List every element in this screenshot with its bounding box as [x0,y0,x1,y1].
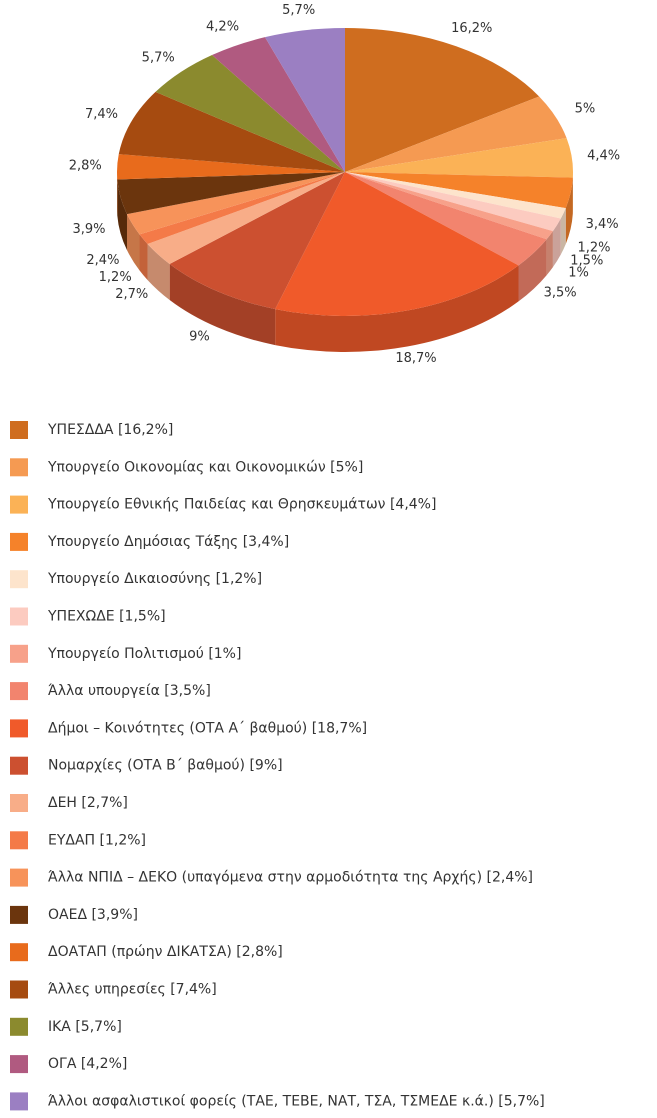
value-label: 18,7% [395,351,436,366]
value-label: 2,8% [69,159,102,174]
slice-side [565,177,573,245]
slice [147,172,345,265]
legend-label: ΟΓΑ [4,2%] [48,1056,127,1072]
slice-side [126,214,140,271]
legend-label: Άλλες υπηρεσίες [7,4%] [48,982,217,998]
legend-swatch [10,980,28,999]
slice-side [552,218,561,268]
slice [117,172,346,215]
value-label: 3,9% [73,222,106,237]
value-label: 2,7% [115,287,148,302]
legend-label: ΥΠΕΧΩΔΕ [1,5%] [47,609,166,625]
legend-swatch [10,458,28,477]
slice-side [169,264,276,346]
legend-label: Άλλοι ασφαλιστικοί φορείς (ΤΑΕ, ΤΕΒΕ, ΝΑ… [48,1093,545,1109]
slice [265,28,345,172]
slice [345,28,540,172]
legend-swatch [10,905,28,924]
legend-label: ΙΚΑ [5,7%] [48,1019,122,1035]
value-label: 16,2% [451,21,492,36]
slice [169,172,345,310]
legend-label: Υπουργείο Εθνικής Παιδείας και Θρησκευμά… [47,497,436,513]
value-label: 1,5% [570,254,603,269]
legend-swatch [10,607,28,626]
slice [212,37,345,172]
slice-side [275,265,519,353]
value-label: 7,4% [85,107,118,122]
legend-label: Νομαρχίες (ΟΤΑ Β΄ βαθμού) [9%] [48,758,283,774]
value-label: 4,4% [587,148,620,163]
legend-label: Άλλα ΝΠΙΔ – ΔΕΚΟ (υπαγόμενα στην αρμοδιό… [48,870,533,886]
slice [345,172,561,232]
value-label: 5,7% [142,50,175,65]
slice-side [147,244,170,301]
slice [117,154,346,180]
slice-side [518,239,547,302]
legend-label: Υπουργείο Πολιτισμού [1%] [47,646,241,662]
slice [345,172,547,266]
slice [139,172,345,244]
value-label: 1% [568,265,589,280]
legend-label: ΔΕΗ [2,7%] [48,795,128,811]
legend-swatch [10,570,28,589]
slice-side [546,231,553,276]
slice [345,172,566,219]
legend-swatch [10,1092,28,1111]
legend-swatch [10,1017,28,1036]
legend-label: ΥΠΕΣΔΔΑ [16,2%] [47,422,173,438]
slice-side [560,208,566,255]
legend-swatch [10,719,28,738]
legend-label: Υπουργείο Οικονομίας και Οικονομικών [5%… [47,459,363,475]
value-label: 3,4% [586,217,619,232]
legend-label: ΟΑΕΔ [3,9%] [48,907,138,923]
legend-swatch [10,868,28,887]
slice [345,138,574,178]
legend-swatch [10,943,28,962]
legend-swatch [10,682,28,701]
legend-label: Υπουργείο Δικαιοσύνης [1,2%] [47,571,262,587]
legend-swatch [10,1055,28,1074]
legend-swatch [10,495,28,514]
legend-swatch [10,532,28,551]
legend-swatch [10,644,28,663]
value-label: 9% [189,329,210,344]
slice [126,172,345,235]
legend-swatch [10,794,28,812]
value-label: 1,2% [99,270,132,285]
value-label: 3,5% [544,285,577,300]
value-label: 4,2% [206,20,239,35]
value-label: 5,7% [282,3,315,18]
legend-label: Υπουργείο Δημόσιας Τάξης [3,4%] [47,534,289,550]
value-label: 5% [575,101,596,116]
slice [345,172,553,240]
legend-swatch [10,421,28,439]
legend-swatch [10,831,28,850]
legend-label: ΕΥΔΑΠ [1,2%] [48,832,146,848]
slice [345,96,567,172]
slice [275,172,519,316]
legend-label: ΔΟΑΤΑΠ (πρώην ΔΙΚΑΤΣΑ) [2,8%] [48,944,283,960]
legend-label: Άλλα υπουργεία [3,5%] [48,683,211,699]
slice-side [117,179,127,251]
slice [345,172,573,209]
value-label: 1,2% [577,240,610,255]
value-label: 2,4% [86,253,119,268]
slice-side [139,234,148,280]
legend-label: Δήμοι – Κοινότητες (ΟΤΑ Α΄ βαθμού) [18,7… [48,720,367,736]
slice [118,91,345,172]
slice [155,55,345,172]
legend-swatch [10,756,28,775]
